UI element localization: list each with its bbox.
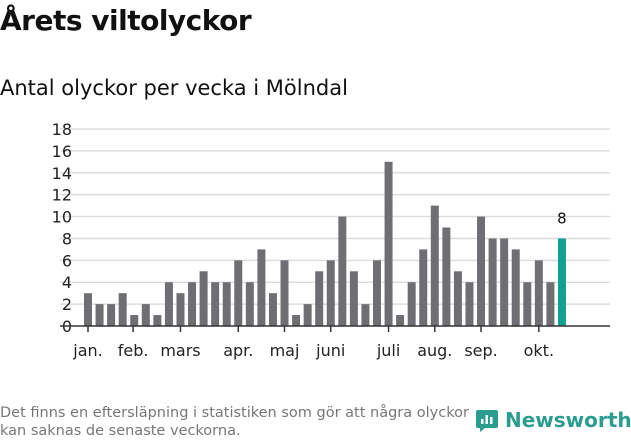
bar [222,282,231,326]
bar [500,238,509,326]
bar [534,260,543,326]
y-tick-label: 10 [52,208,72,227]
bar [361,304,370,326]
y-tick-label: 4 [62,273,72,292]
bar [84,293,92,326]
bar [523,282,532,326]
bar [407,282,416,326]
bar [107,304,116,326]
x-tick-label: jan. [72,341,102,360]
y-tick-label: 12 [52,186,72,205]
y-tick-label: 16 [52,142,72,161]
bar [326,260,335,326]
bar [292,315,301,326]
bar [130,315,139,326]
bar [419,249,428,326]
bar [511,249,520,326]
footer-note: Det finns en eftersläpning i statistiken… [0,405,469,439]
bar [141,304,150,326]
bar [245,282,254,326]
y-tick-label: 14 [52,164,72,183]
x-tick-label: juli [376,341,400,360]
x-tick-label: sep. [464,341,497,360]
bar [453,271,462,326]
bar [488,238,497,326]
data-label: 8 [557,209,567,227]
chart-subtitle: Antal olyckor per vecka i Mölndal [0,76,348,100]
bar [199,271,208,326]
y-tick-label: 2 [62,295,72,314]
bar [153,315,162,326]
x-tick-label: apr. [223,341,253,360]
bar [164,282,173,326]
bar [95,304,104,326]
x-tick-label: okt. [524,341,554,360]
bar [396,315,405,326]
x-tick-label: feb. [118,341,149,360]
bar [211,282,220,326]
x-tick-label: aug. [417,341,452,360]
bar [546,282,555,326]
bar [442,227,451,326]
bar [188,282,197,326]
bar [257,249,266,326]
y-tick-label: 8 [62,229,72,248]
bar [338,216,347,326]
bar [557,238,566,326]
chart-title: Årets viltolyckor [0,4,252,37]
x-tick-label: maj [270,341,300,360]
bar [280,260,289,326]
bar [303,304,312,326]
bar [373,260,381,326]
x-tick-label: juni [315,341,345,360]
bar [430,205,439,326]
newsworthy-logo-icon [476,410,498,432]
bar [176,293,185,326]
bar [477,216,486,326]
bar [315,271,324,326]
bar [268,293,277,326]
y-tick-label: 18 [52,120,72,139]
y-tick-label: 6 [62,251,72,270]
bar [465,282,474,326]
bar [349,271,358,326]
bar [118,293,127,326]
bar [234,260,243,326]
x-tick-label: mars [160,341,200,360]
bar [384,161,393,326]
brand-name: Newsworthy [505,408,631,432]
newsworthy-logo: Newsworthy [475,408,631,432]
